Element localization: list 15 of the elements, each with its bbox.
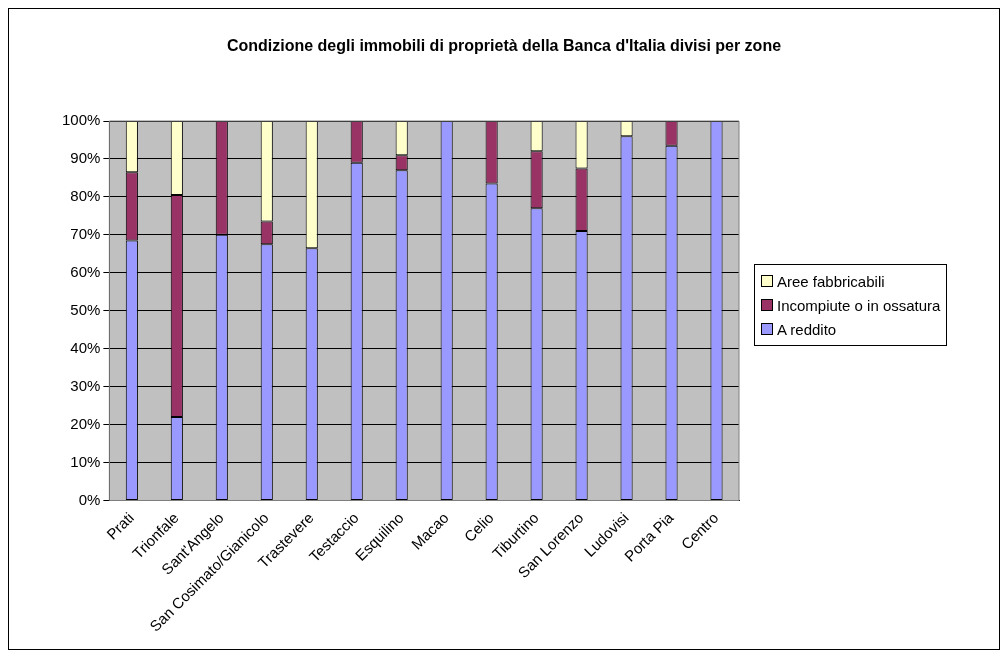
y-tick-label: 70%: [70, 224, 101, 242]
y-tick-label: 0%: [78, 490, 101, 508]
chart-title: Condizione degli immobili di proprietà della Banca d'Italia divisi per zone: [225, 37, 783, 55]
y-tick-label: 30%: [70, 376, 101, 394]
legend-label: Aree fabbricabili: [777, 272, 885, 290]
y-tick-label: 10%: [70, 452, 101, 470]
y-tick-label: 90%: [70, 149, 101, 167]
legend-label: Incompiute o in ossatura: [777, 296, 941, 314]
y-tick-label: 40%: [70, 338, 101, 356]
y-tick-label: 60%: [70, 262, 101, 280]
legend-label: A reddito: [777, 320, 837, 338]
y-tick-label: 50%: [70, 300, 101, 318]
y-tick-label: 100%: [61, 111, 101, 129]
y-tick-label: 20%: [70, 414, 101, 432]
y-tick-label: 80%: [70, 187, 101, 205]
